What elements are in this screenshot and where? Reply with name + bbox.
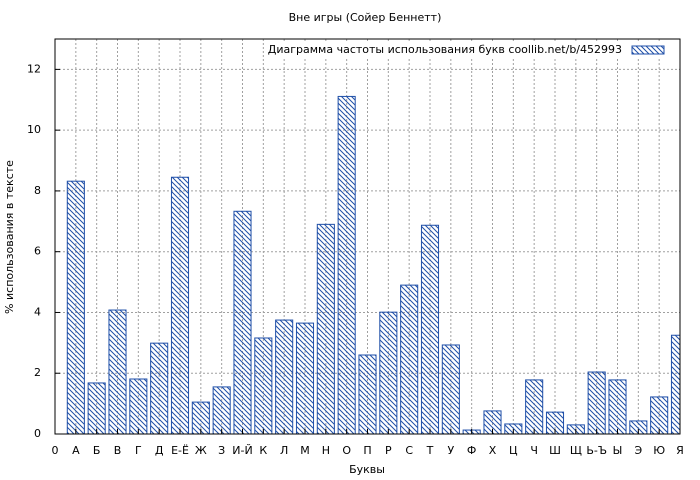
- y-axis-label: % использования в тексте: [3, 160, 16, 314]
- bar: [233, 210, 252, 434]
- x-tick-label: П: [363, 444, 371, 457]
- x-axis-label: Буквы: [349, 463, 385, 476]
- bar: [108, 309, 127, 434]
- y-tick-label: 2: [34, 366, 41, 379]
- y-tick-label: 6: [34, 245, 41, 258]
- bar: [545, 411, 565, 434]
- x-tick-label: Ы: [613, 444, 623, 457]
- bar: [420, 224, 440, 434]
- bar: [129, 378, 148, 434]
- y-tick-label: 12: [27, 62, 41, 75]
- x-tick-label: М: [300, 444, 310, 457]
- legend-bg: [278, 42, 674, 58]
- bar: [254, 337, 273, 434]
- y-tick-label: 8: [34, 184, 41, 197]
- x-tick-label: Ю: [653, 444, 665, 457]
- x-tick-label: Щ: [570, 444, 582, 457]
- x-tick-label: Н: [322, 444, 330, 457]
- bar: [337, 95, 356, 434]
- x-tick-label: Г: [135, 444, 142, 457]
- legend-swatch: [631, 45, 665, 55]
- bar: [212, 386, 231, 434]
- x-tick-label: В: [114, 444, 122, 457]
- bars: [66, 95, 680, 434]
- x-tick-label: Д: [155, 444, 164, 457]
- x-tick-label: Ц: [509, 444, 518, 457]
- bar: [150, 342, 169, 434]
- bar: [379, 311, 398, 434]
- bar: [66, 180, 85, 434]
- x-tick-label: К: [259, 444, 267, 457]
- x-tick-label: 0: [52, 444, 59, 457]
- bar: [650, 396, 669, 434]
- bar: [400, 284, 419, 434]
- bar: [295, 322, 315, 434]
- x-tick-label: Е-Ё: [171, 444, 189, 457]
- x-tick-label: Т: [426, 444, 434, 457]
- x-tick-label: Л: [280, 444, 288, 457]
- x-tick-label: Ш: [549, 444, 561, 457]
- x-tick-label: Ф: [467, 444, 476, 457]
- bar: [587, 371, 606, 434]
- bar: [170, 176, 190, 434]
- x-tick-label: З: [218, 444, 225, 457]
- x-tick-label: О: [342, 444, 351, 457]
- bar: [191, 401, 210, 434]
- x-tick-label: И-Й: [232, 444, 252, 457]
- bar: [275, 319, 294, 434]
- y-tick-label: 0: [34, 427, 41, 440]
- bar: [504, 423, 523, 434]
- x-tick-label: Р: [385, 444, 392, 457]
- chart-title: Вне игры (Сойер Беннетт): [289, 11, 442, 24]
- y-tick-label: 10: [27, 123, 41, 136]
- x-tick-label: Ч: [530, 444, 538, 457]
- bar: [358, 354, 377, 434]
- x-tick-label: Ь-Ъ: [586, 444, 607, 457]
- x-tick-label: С: [405, 444, 413, 457]
- x-tick-label: Ж: [195, 444, 207, 457]
- bar: [441, 344, 460, 434]
- bar: [316, 223, 335, 434]
- bar: [525, 379, 544, 434]
- x-tick-label: Я: [676, 444, 684, 457]
- y-tick-label: 4: [34, 305, 41, 318]
- bar: [87, 382, 106, 434]
- x-tick-label: У: [447, 444, 454, 457]
- x-tick-label: Э: [634, 444, 642, 457]
- x-tick-label: Х: [489, 444, 497, 457]
- x-tick-label: А: [72, 444, 80, 457]
- x-tick-label: Б: [93, 444, 101, 457]
- legend-label: Диаграмма частоты использования букв coo…: [268, 43, 622, 56]
- bar: [608, 379, 627, 434]
